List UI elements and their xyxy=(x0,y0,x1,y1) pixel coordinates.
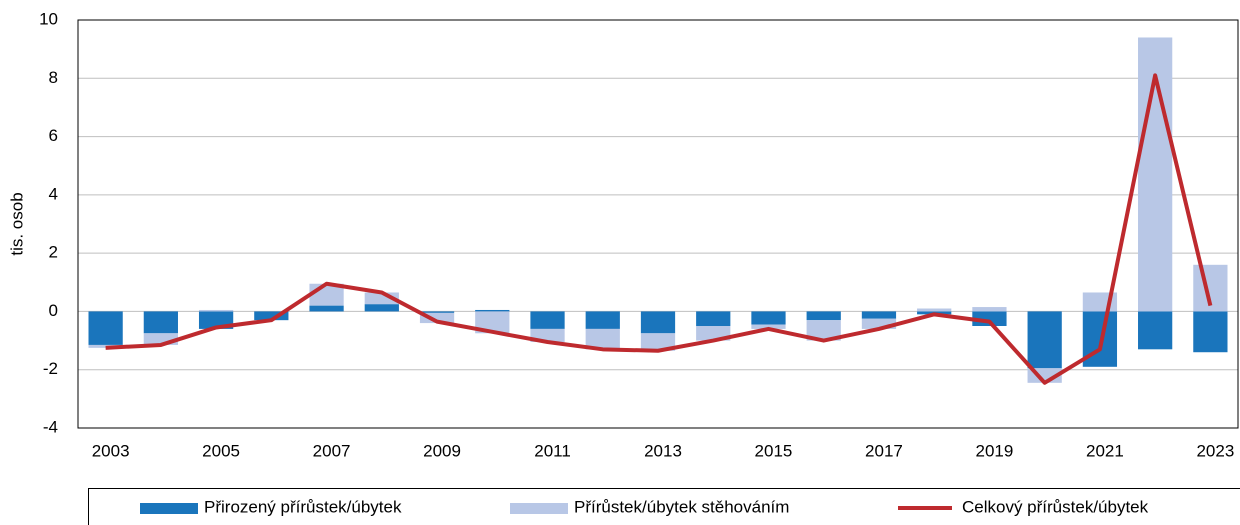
y-tick-label: -4 xyxy=(43,417,58,436)
bar xyxy=(640,333,676,351)
legend-label: Přirozený přírůstek/úbytek xyxy=(204,497,402,516)
x-tick-label: 2019 xyxy=(976,441,1014,460)
x-tick-label: 2023 xyxy=(1196,441,1234,460)
bar xyxy=(696,311,731,326)
y-tick-label: 10 xyxy=(39,9,58,28)
x-tick-label: 2017 xyxy=(865,441,903,460)
bar xyxy=(419,312,455,324)
bar xyxy=(806,320,841,341)
y-tick-label: 4 xyxy=(49,184,58,203)
plot-frame xyxy=(77,19,1239,429)
y-tick-label: -2 xyxy=(43,359,58,378)
bar xyxy=(861,311,897,319)
bar xyxy=(1138,311,1173,350)
bar xyxy=(917,308,952,312)
bar xyxy=(198,309,234,312)
bar xyxy=(972,307,1007,312)
legend-label: Přírůstek/úbytek stěhováním xyxy=(574,497,789,516)
x-tick-label: 2003 xyxy=(92,441,130,460)
x-tick-label: 2021 xyxy=(1086,441,1124,460)
bar xyxy=(475,311,510,334)
y-tick-label: 8 xyxy=(49,68,58,87)
x-tick-label: 2013 xyxy=(644,441,682,460)
x-tick-label: 2005 xyxy=(202,441,240,460)
bar xyxy=(419,311,455,313)
legend-box xyxy=(88,488,1240,525)
legend-swatch xyxy=(510,503,568,514)
bar xyxy=(143,333,178,345)
y-axis-label: tis. osob xyxy=(7,192,26,255)
bar xyxy=(88,311,123,345)
bar xyxy=(861,318,897,329)
x-tick-label: 2009 xyxy=(423,441,461,460)
bar xyxy=(751,324,786,329)
bar xyxy=(364,292,399,305)
line xyxy=(105,73,1213,385)
x-tick-label: 2011 xyxy=(534,441,571,460)
bar xyxy=(806,311,841,321)
bar xyxy=(309,305,344,312)
y-tick-label: 0 xyxy=(49,301,58,320)
bar xyxy=(751,311,786,325)
bar xyxy=(143,311,178,334)
bar xyxy=(475,309,510,312)
bar xyxy=(585,311,620,329)
bar xyxy=(640,311,676,334)
legend-swatch xyxy=(140,503,198,514)
bar xyxy=(1027,311,1062,369)
x-tick-label: 2007 xyxy=(313,441,351,460)
legend-label: Celkový přírůstek/úbytek xyxy=(962,497,1149,516)
bar xyxy=(585,328,620,350)
x-tick-label: 2015 xyxy=(755,441,793,460)
bar xyxy=(530,311,565,329)
y-tick-label: 6 xyxy=(49,126,58,145)
bar xyxy=(1193,311,1228,353)
y-tick-label: 2 xyxy=(49,243,58,262)
bar xyxy=(254,311,289,321)
bar xyxy=(364,304,399,312)
